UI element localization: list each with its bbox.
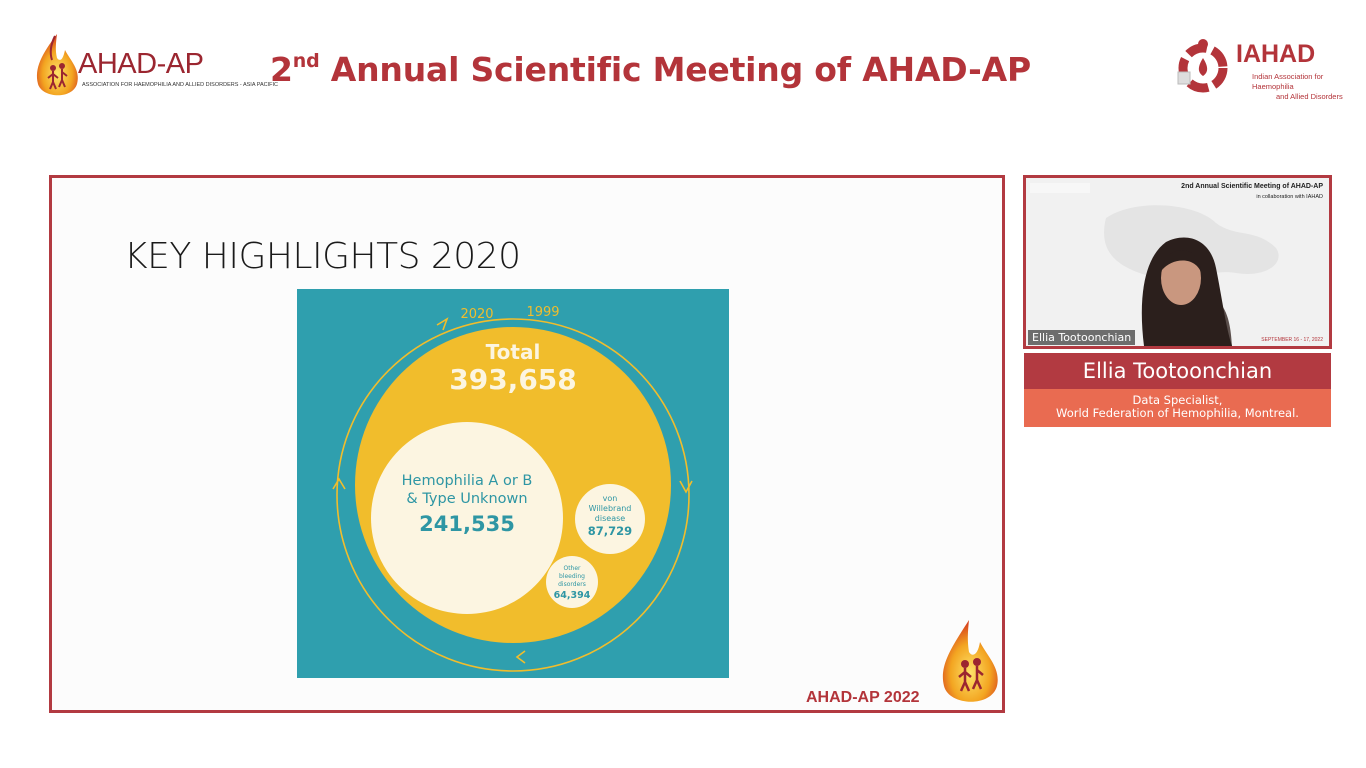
vwd-circle [575, 484, 645, 554]
meeting-title: 2nd Annual Scientific Meeting of AHAD-AP [270, 50, 1031, 98]
year-end-label: 1999 [526, 305, 559, 320]
vwd-value: 87,729 [588, 524, 632, 538]
hemophilia-label-line1: Hemophilia A or B [402, 473, 533, 489]
other-disorders-circle [546, 556, 598, 608]
presentation-slide: KEY HIGHLIGHTS 2020 2020 1999 Total 393,… [49, 175, 1005, 713]
other-label-line1: Other [563, 565, 581, 572]
key-highlights-infographic: 2020 1999 Total 393,658 Hemophilia A or … [297, 289, 729, 678]
title-ordinal: 2 [270, 50, 293, 89]
title-ordinal-suffix: nd [292, 50, 320, 72]
ahad-ap-logo: AHAD-AP ASSOCIATION FOR HAEMOPHILIA AND … [32, 30, 278, 105]
iahad-subtitle-line1: Indian Association for Haemophilia [1252, 72, 1324, 91]
title-rest: Annual Scientific Meeting of AHAD-AP [319, 50, 1031, 89]
ahad-ap-brand-name: AHAD-AP [78, 48, 204, 80]
speaker-name: Ellia Tootoonchian [1024, 353, 1331, 389]
total-value: 393,658 [449, 363, 577, 396]
footer-flame-logo-icon [942, 620, 998, 702]
speaker-video-feed[interactable]: 2nd Annual Scientific Meeting of AHAD-AP… [1023, 175, 1332, 349]
vwd-label-line3: disease [595, 514, 625, 523]
other-value: 64,394 [554, 590, 591, 601]
vwd-label-line2: Willebrand [589, 504, 632, 513]
slide-footer: AHAD-AP 2022 [806, 689, 920, 706]
other-label-line3: disorders [558, 581, 586, 588]
hemophilia-value: 241,535 [419, 512, 515, 536]
speaker-role-line1: Data Specialist, [1132, 393, 1223, 407]
ahad-ap-tagline: ASSOCIATION FOR HAEMOPHILIA AND ALLIED D… [82, 82, 279, 88]
other-label-line2: bleeding [559, 573, 585, 580]
cycle-arrow-head-bottom [515, 650, 526, 664]
speaker-role: Data Specialist, World Federation of Hem… [1024, 389, 1331, 427]
participant-name-tag: Ellia Tootoonchian [1028, 330, 1136, 345]
cycle-arrow-head-top [436, 317, 449, 331]
vwd-label-line1: von [603, 494, 618, 503]
flame-logo-icon [36, 34, 78, 96]
iahad-subtitle: Indian Association for Haemophilia and A… [1252, 72, 1352, 102]
hemophilia-label-line2: & Type Unknown [406, 491, 527, 507]
video-background [1026, 178, 1329, 346]
total-label: Total [486, 340, 541, 364]
iahad-logo: IAHAD Indian Association for Haemophilia… [1172, 34, 1352, 101]
speaker-card: Ellia Tootoonchian Data Specialist, Worl… [1024, 353, 1331, 427]
iahad-subtitle-line2: and Allied Disorders [1276, 92, 1343, 101]
cycle-arrow-head-left [332, 477, 346, 490]
cycle-arrow-head-right [679, 480, 693, 494]
cycle-arrow-ring [336, 318, 690, 672]
video-header-title: 2nd Annual Scientific Meeting of AHAD-AP [1181, 183, 1323, 190]
video-header-subtitle: in collaboration with IAHAD [1256, 194, 1323, 200]
iahad-ring-logo-icon [1177, 39, 1228, 93]
speaker-role-line2: World Federation of Hemophilia, Montreal… [1056, 406, 1299, 420]
hemophilia-circle [371, 422, 563, 614]
slide-title: KEY HIGHLIGHTS 2020 [124, 236, 521, 277]
year-start-label: 2020 [460, 307, 493, 322]
video-event-date: SEPTEMBER 16 - 17, 2022 [1261, 337, 1323, 343]
iahad-brand-name: IAHAD [1236, 40, 1316, 68]
